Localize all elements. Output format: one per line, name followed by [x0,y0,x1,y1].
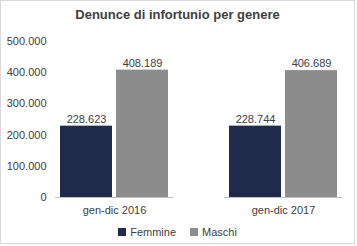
svg-text:100.000: 100.000 [6,160,46,172]
svg-text:228.744: 228.744 [235,113,275,125]
html-text:Denunce di infortunio per gene: Denunce di infortunio per genere [75,7,280,22]
html-text:Femmine: Femmine [130,226,176,238]
svg-text:228.623: 228.623 [66,113,106,125]
svg-text:300.000: 300.000 [6,97,46,109]
svg-text:gen-dic 2017: gen-dic 2017 [251,204,315,216]
svg-text:406.689: 406.689 [291,57,331,69]
svg-text:408.189: 408.189 [122,57,162,69]
svg-text:400.000: 400.000 [6,66,46,78]
html-text:Maschi: Maschi [202,226,237,238]
svg-text:gen-dic 2016: gen-dic 2016 [82,204,146,216]
svg-text:500.000: 500.000 [6,35,46,47]
svg-text:0: 0 [40,191,46,203]
svg-text:200.000: 200.000 [6,129,46,141]
